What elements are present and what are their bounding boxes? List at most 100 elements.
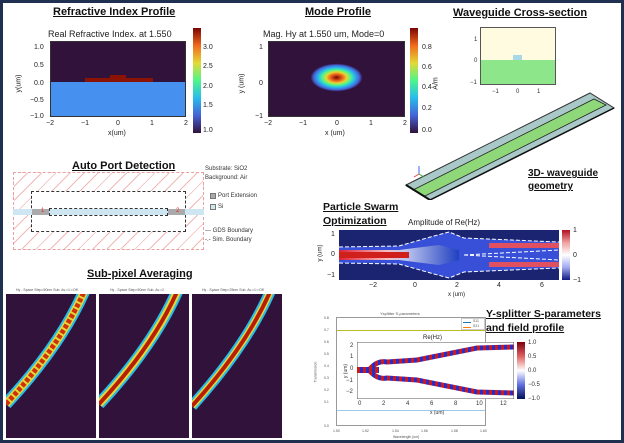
y-tick: 0.0 — [34, 80, 44, 87]
y-tick: 1 — [259, 44, 263, 51]
geometry-header-2: geometry — [528, 181, 574, 192]
cbar-tick: 0.6 — [422, 64, 432, 71]
y-tick: 0.5 — [34, 62, 44, 69]
x-tick: 12 — [500, 401, 507, 407]
y-tick: 0.8 — [324, 316, 329, 320]
x-tick: −1 — [81, 120, 89, 127]
legend-si: Si — [218, 204, 224, 210]
y-tick: 0.2 — [324, 388, 329, 392]
cbar-tick: −0.5 — [528, 382, 540, 388]
axes-triad-icon — [413, 166, 425, 178]
y-tick: 0 — [474, 58, 478, 64]
port-2-label: 2 — [176, 208, 180, 214]
subpixel-header: Sub-pixel Averaging — [87, 268, 193, 280]
x-tick: 10 — [476, 401, 483, 407]
x-tick: 0 — [413, 282, 417, 289]
y-label: y(um) — [15, 74, 23, 93]
y-tick: −1 — [346, 378, 353, 384]
subpixel-field-1 — [6, 294, 96, 438]
y-tick: −1 — [255, 113, 263, 120]
y-tick: 0.3 — [324, 376, 329, 380]
y-tick: 0.7 — [324, 328, 329, 332]
y-tick: 1 — [474, 37, 478, 43]
cbar-tick: 0.4 — [422, 84, 432, 91]
pso-header-1: Particle Swarm — [323, 201, 399, 213]
y-tick: −2 — [346, 389, 353, 395]
y-tick: −1 — [327, 272, 335, 279]
y-tick: 2 — [350, 343, 354, 349]
y-tick: 0.6 — [324, 340, 329, 344]
x-tick: −2 — [369, 282, 377, 289]
gds-boundary — [49, 208, 168, 216]
x-tick: 0 — [516, 89, 520, 95]
field-x-label: x (um) — [430, 410, 445, 416]
pso-title: Amplitude of Re(Hz) — [408, 218, 481, 227]
background-label: Background: Air — [205, 175, 248, 181]
cbar-tick: 0.5 — [528, 354, 537, 360]
cbar-tick: 0.0 — [528, 368, 537, 374]
x-tick: 1 — [537, 89, 541, 95]
substrate-label: Substrate: SiO2 — [205, 166, 248, 172]
x-tick: 1.52 — [362, 429, 369, 433]
y-label: y (um) — [317, 244, 324, 262]
y-tick: 0.0 — [324, 424, 329, 428]
x-tick: 2 — [403, 120, 407, 127]
x-tick: 8 — [454, 401, 458, 407]
legend-port-extension: Port Extension — [218, 193, 258, 199]
sparam-legend: S11 S21 — [461, 318, 485, 330]
mode-title: Mag. Hy at 1.550 um, Mode=0 — [263, 29, 385, 39]
y-tick: −1.0 — [30, 113, 44, 120]
x-tick: 2 — [382, 401, 386, 407]
subpixel-field-3 — [192, 294, 282, 438]
ports-header: Auto Port Detection — [72, 160, 176, 172]
x-tick: −1 — [492, 89, 499, 95]
subpixel-subtitle: Hy - Space Step=50nm Sub. Av.=1:=Off — [16, 288, 78, 292]
x-tick: −2 — [46, 120, 54, 127]
cbar-tick: −1 — [573, 277, 581, 284]
x-label: x (um) — [325, 130, 345, 137]
refractive-title: Real Refractive Index. at 1.550 — [48, 29, 172, 39]
cbar-tick: 0.0 — [422, 127, 432, 134]
si-core — [31, 209, 186, 215]
y-tick: −0.5 — [30, 97, 44, 104]
x-tick: 2 — [455, 282, 459, 289]
ysplitter-field-plot — [357, 342, 514, 399]
field-colorbar — [517, 342, 525, 399]
y-tick: 1 — [350, 354, 354, 360]
cbar-tick: −1.0 — [528, 396, 540, 402]
sparam-title: Ysplitter S-parameters — [380, 311, 420, 316]
legend-s11: S11 — [473, 319, 479, 323]
y-tick: 0 — [350, 366, 354, 372]
subpixel-subtitle: Hy - Space Step=50nm Sub. Av.=2 — [110, 288, 164, 292]
refractive-header: Refractive Index Profile — [53, 6, 176, 18]
y-tick: 0 — [331, 251, 335, 258]
legend-gds-boundary: --- GDS Boundary — [205, 228, 254, 234]
refractive-colorbar — [193, 28, 201, 133]
x-tick: 1.50 — [333, 429, 340, 433]
cbar-tick: 0 — [573, 252, 577, 259]
cross-header: Waveguide Cross-section — [453, 7, 588, 19]
x-tick: 1.54 — [392, 429, 399, 433]
subpixel-field-2 — [99, 294, 189, 438]
pso-field-plot — [339, 230, 559, 280]
pso-header-2: Optimization — [323, 215, 387, 227]
x-tick: 0 — [116, 120, 120, 127]
port-extension-left — [32, 209, 49, 215]
cbar-tick: 0.8 — [422, 44, 432, 51]
y-tick: 0 — [259, 80, 263, 87]
y-tick: −1 — [470, 80, 477, 86]
legend-swatch-si — [210, 204, 216, 210]
cbar-tick: 0.2 — [422, 105, 432, 112]
mode-plot — [268, 41, 405, 117]
x-tick: 1.56 — [421, 429, 428, 433]
x-tick: 0 — [335, 120, 339, 127]
pso-colorbar — [562, 230, 570, 280]
legend-swatch-port — [210, 193, 216, 199]
x-tick: 2 — [184, 120, 188, 127]
x-tick: −1 — [299, 120, 307, 127]
cbar-tick: 1.0 — [528, 340, 537, 346]
field-title: Re(Hz) — [423, 335, 442, 341]
x-tick: 4 — [406, 401, 410, 407]
cbar-tick: 2.5 — [203, 63, 213, 70]
ysplitter-header-1: Y-splitter S-parameters — [486, 308, 601, 320]
